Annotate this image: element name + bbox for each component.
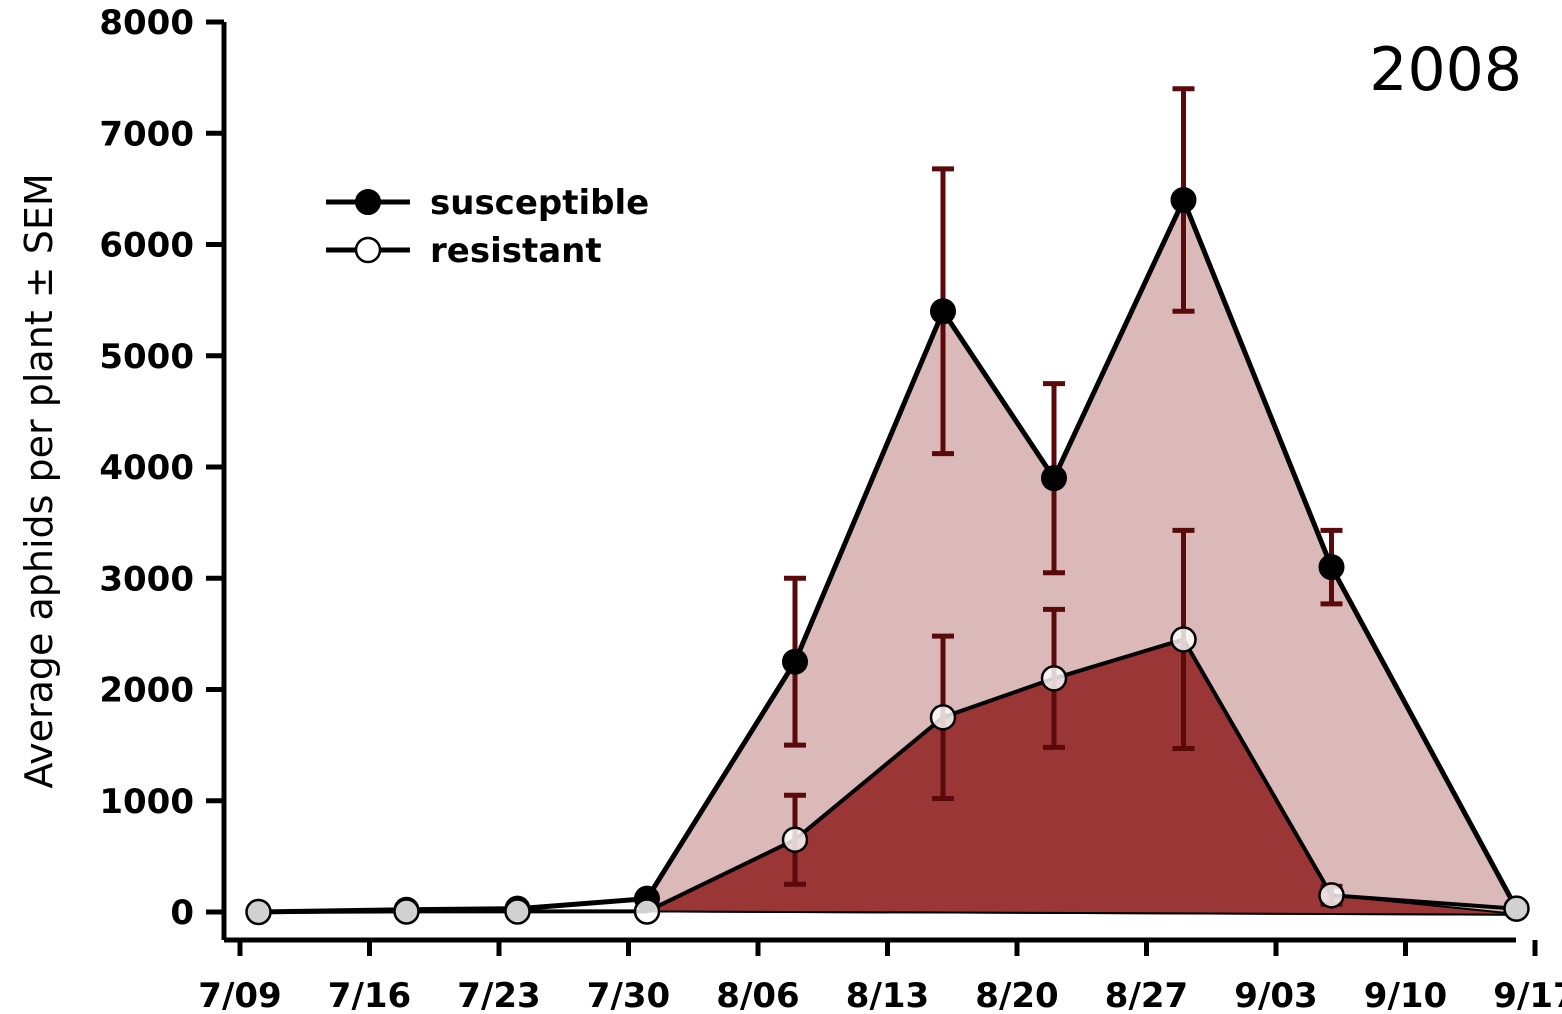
x-tick-label: 8/20 (975, 976, 1058, 1014)
x-tick-label: 7/16 (328, 976, 411, 1014)
series-lines (258, 197, 1519, 915)
y-tick-label: 2000 (99, 671, 194, 711)
susceptible-point (1318, 554, 1345, 581)
x-tick-label: 8/13 (846, 976, 929, 1014)
y-tick-label: 0 (170, 893, 194, 933)
y-axis-label: Average aphids per plant ± SEM (17, 173, 61, 788)
resistant-point (633, 898, 661, 925)
legend: susceptible resistant (326, 183, 649, 271)
resistant-point (781, 826, 809, 853)
legend-label-susceptible: susceptible (430, 183, 649, 223)
x-tick-label: 9/10 (1364, 976, 1447, 1014)
x-tick-label: 8/27 (1105, 976, 1188, 1014)
x-ticks: 7/09 7/16 7/23 7/30 8/06 8/13 8/20 8/27 9/03 9/10… (198, 940, 1562, 1014)
resistant-point (1503, 895, 1530, 922)
x-tick-label: 7/23 (457, 976, 540, 1014)
y-tick-label: 3000 (99, 559, 194, 599)
legend-marker-resistant (354, 236, 382, 264)
resistant-point (393, 898, 420, 925)
resistant-point (929, 704, 957, 731)
y-tick-label: 5000 (99, 337, 194, 377)
y-tick-label: 6000 (99, 226, 194, 266)
resistant-point (245, 898, 272, 926)
resistant-point (1040, 665, 1068, 692)
year-annotation: 2008 (1369, 35, 1522, 105)
x-tick-label: 8/06 (716, 976, 799, 1014)
axes (221, 22, 1516, 943)
y-ticks: 0 1000 2000 3000 4000 5000 6000 7000 8000 (99, 3, 224, 933)
resistant-point (1170, 626, 1197, 653)
resistant-point (1318, 882, 1345, 909)
resistant-point (504, 898, 531, 925)
susceptible-point (782, 648, 808, 675)
resistant-line (258, 637, 1517, 914)
area-shading (646, 197, 1528, 916)
y-tick-label: 8000 (99, 3, 194, 43)
legend-label-resistant: resistant (430, 231, 602, 271)
legend-marker-susceptible (355, 189, 381, 215)
y-tick-label: 7000 (99, 114, 194, 154)
susceptible-line (258, 197, 1519, 915)
series-markers (245, 187, 1530, 926)
susceptible-point (1041, 465, 1067, 492)
x-tick-label: 7/09 (198, 976, 281, 1014)
x-tick-label: 9/17 (1493, 976, 1562, 1014)
y-tick-label: 1000 (99, 782, 194, 822)
x-tick-label: 7/30 (587, 976, 670, 1014)
susceptible-point (1170, 187, 1197, 213)
x-tick-label: 9/03 (1234, 976, 1317, 1014)
susceptible-point (930, 298, 956, 325)
y-tick-label: 4000 (99, 448, 194, 488)
